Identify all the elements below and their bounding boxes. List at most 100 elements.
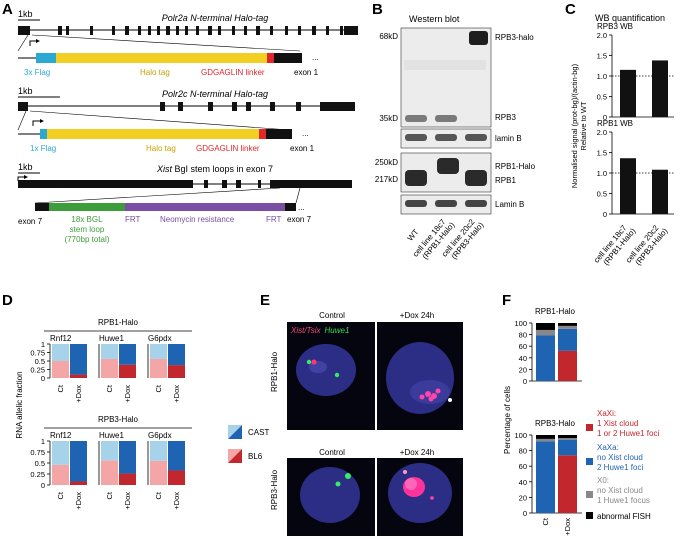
band-label: RPB3-halo [495, 33, 534, 42]
exon-tick [320, 102, 355, 111]
exon-tick [148, 26, 151, 35]
chart-title: RPB3-Halo [98, 415, 139, 424]
band-laminb [435, 200, 457, 207]
exon-tick [256, 26, 260, 35]
legend-xaxa-swatch [586, 458, 593, 465]
bar-segment [536, 435, 555, 439]
nucleus [300, 467, 360, 523]
huwe1-signal [448, 398, 452, 402]
panel-f-letter: F [502, 292, 511, 309]
tss-arrow [17, 176, 26, 181]
bar-cast [101, 441, 118, 461]
bar-cast [119, 344, 136, 365]
halo-tag-box [56, 53, 267, 63]
exon-tick [166, 26, 170, 35]
group-label: G6pdx [148, 431, 172, 440]
y-tick-label: 100 [514, 431, 527, 440]
bgl-label: 18x BGL [71, 215, 103, 224]
row-rpb3: RPB3-Halo [270, 469, 279, 510]
huwe1-signal [334, 372, 340, 378]
flag-label: 3x Flag [24, 68, 50, 77]
lane-label: WT [406, 227, 421, 242]
blot-laminb-2 [400, 194, 492, 215]
exon-tick [232, 102, 237, 111]
xist-signal [430, 496, 434, 500]
y-tick-label: 60 [519, 342, 527, 351]
panel-c: C WB quantification Normalised signal (p… [565, 1, 674, 267]
bar [620, 158, 636, 214]
chart-rpb3-fish: RPB3-Halo 0 20 40 60 80 100 Ct +Dox [514, 419, 582, 536]
xist-exon [236, 180, 241, 188]
group-label: Huwe1 [99, 334, 124, 343]
legend-x0-line1: no Xist cloud [597, 486, 643, 495]
bar [652, 169, 668, 214]
exon-tick [285, 26, 288, 35]
zoom-line [29, 110, 291, 131]
linker-box [267, 53, 274, 63]
blot-rpb1 [400, 152, 492, 193]
neo-box [125, 203, 285, 211]
x-tick-label: Ct [541, 517, 550, 525]
bar-segment [558, 435, 577, 439]
exon-tick [176, 26, 179, 35]
x-tick-label: +Dox [172, 385, 181, 403]
y-tick-label: 0 [41, 374, 45, 383]
legend-xaxi-line1: 1 Xist cloud [597, 419, 638, 428]
c-ylabel: Relative to WT [579, 101, 588, 151]
micrograph-rpb3-control [287, 458, 375, 536]
band-rpb1-halo [437, 158, 459, 174]
bar-bl6 [119, 473, 136, 485]
y-tick-label: 0.5 [597, 93, 607, 102]
bar-cast [52, 441, 69, 465]
bar-segment [558, 323, 577, 326]
row-rpb1: RPB1-Halo [270, 351, 279, 392]
band-laminb [465, 200, 487, 207]
panel-d: D RNA allelic fraction RPB1-HaloRnf1200.… [2, 292, 269, 510]
y-tick-label: 0.25 [30, 470, 45, 479]
linker-label: GDGAGLIN linker [196, 144, 260, 153]
flag-label: 1x Flag [30, 144, 56, 153]
bar-cast [70, 344, 87, 375]
e-label-xist: Xist/Tsix Huwe1 [290, 326, 349, 335]
bar-bl6 [101, 460, 118, 485]
legend-xaxa-line1: no Xist cloud [597, 453, 643, 462]
micrograph-rpb1-control: Xist/Tsix Huwe1 [287, 322, 375, 430]
exon-tick [58, 26, 62, 35]
bar-segment [536, 438, 555, 442]
dots: ... [302, 129, 309, 138]
x-tick-label: Ct [154, 491, 163, 499]
exon-label: exon 1 [294, 68, 319, 77]
y-tick-label: 0 [603, 210, 607, 219]
exon-tick [340, 26, 343, 35]
xist-signal [425, 391, 431, 397]
chart-title: RPB3-Halo [535, 419, 576, 428]
polr2c-exon1 [18, 102, 28, 111]
exon-tick [298, 26, 301, 35]
y-tick-label: 80 [519, 447, 527, 456]
bar-bl6 [150, 358, 167, 378]
panel-a: A 1kb Polr2a N-terminal Halo-tag ... 3x … [2, 1, 358, 244]
exon7-right-box [285, 203, 296, 211]
exon-tick [90, 26, 93, 35]
chart-rpb3-wb: RPB3 WB 0 0.5 1.0 1.5 2.0 [597, 22, 674, 122]
exon7-left-box [35, 203, 49, 211]
x-tick-label: Ct [105, 491, 114, 499]
exon-tick [270, 26, 273, 35]
x-tick-label: +Dox [74, 385, 83, 403]
band-laminb [465, 134, 487, 141]
x-tick-label: Ct [154, 384, 163, 392]
xist-exon [204, 180, 208, 188]
polr2a-exon1 [18, 26, 30, 35]
halo-label: Halo tag [140, 68, 170, 77]
band-label: Lamin B [495, 200, 524, 209]
panel-b: B Western blot 68kD 35kD [372, 1, 536, 261]
exon-tick [125, 26, 129, 35]
bar-cast [150, 344, 167, 359]
exon-tick [185, 26, 188, 35]
d-legend: CAST BL6 [228, 425, 269, 463]
bar-segment [558, 350, 577, 381]
col-dox: +Dox 24h [400, 311, 434, 320]
group-label: Rnf12 [50, 334, 72, 343]
wbq-title: WB quantification [595, 13, 665, 23]
flag-tag-box [36, 53, 56, 63]
